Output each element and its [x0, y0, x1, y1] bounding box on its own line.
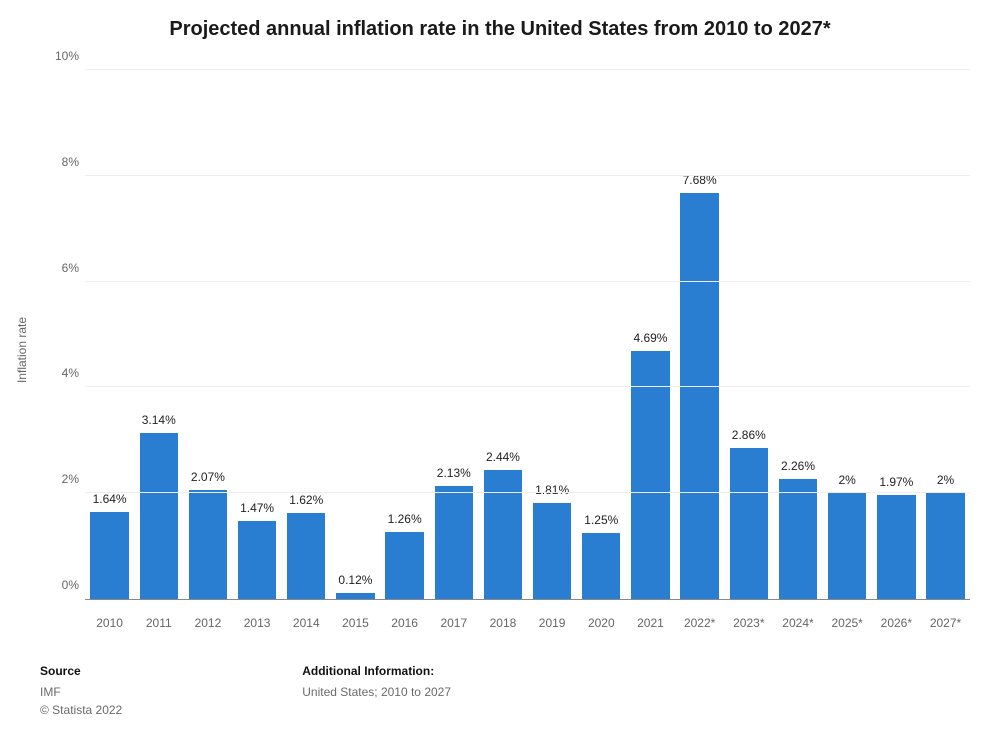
bar-rect [336, 593, 374, 599]
bar-rect [484, 470, 522, 599]
bar-rect [926, 493, 964, 599]
y-tick-label: 10% [45, 49, 79, 63]
bar-slot: 3.14% [134, 70, 183, 599]
y-axis-title: Inflation rate [15, 317, 29, 383]
x-tick-label: 2019 [528, 616, 577, 630]
y-tick-label: 6% [45, 261, 79, 275]
x-tick-label: 2025* [823, 616, 872, 630]
x-axis-labels: 2010201120122013201420152016201720182019… [85, 616, 970, 630]
bar-value-label: 1.64% [93, 492, 127, 506]
grid-line [85, 175, 970, 176]
y-tick-label: 8% [45, 155, 79, 169]
bar-value-label: 2.26% [781, 459, 815, 473]
bar-slot: 2.26% [773, 70, 822, 599]
x-tick-label: 2021 [626, 616, 675, 630]
grid-line [85, 281, 970, 282]
bar-slot: 0.12% [331, 70, 380, 599]
x-tick-label: 2018 [478, 616, 527, 630]
bar-slot: 1.26% [380, 70, 429, 599]
footer-source-col: Source IMF © Statista 2022 [40, 662, 122, 719]
footer-additional-body: United States; 2010 to 2027 [302, 683, 451, 701]
bar-value-label: 1.81% [535, 483, 569, 497]
bar-rect [140, 433, 178, 599]
bar-slot: 2.86% [724, 70, 773, 599]
grid-line [85, 69, 970, 70]
bar-rect [730, 448, 768, 599]
bar-value-label: 2.13% [437, 466, 471, 480]
chart-title: Projected annual inflation rate in the U… [0, 0, 1000, 41]
chart-area: Inflation rate 1.64%3.14%2.07%1.47%1.62%… [40, 60, 980, 640]
bar-value-label: 3.14% [142, 413, 176, 427]
bar-value-label: 1.62% [289, 493, 323, 507]
bar-rect [385, 532, 423, 599]
bar-slot: 1.25% [577, 70, 626, 599]
x-tick-label: 2015 [331, 616, 380, 630]
footer-source-head: Source [40, 662, 122, 680]
x-tick-label: 2026* [872, 616, 921, 630]
bar-slot: 2% [823, 70, 872, 599]
bar-rect [189, 490, 227, 600]
bar-value-label: 2.44% [486, 450, 520, 464]
bar-rect [877, 495, 915, 599]
bar-rect [680, 193, 718, 599]
bar-value-label: 1.97% [879, 475, 913, 489]
y-tick-label: 2% [45, 472, 79, 486]
grid-line [85, 386, 970, 387]
bar-slot: 7.68% [675, 70, 724, 599]
bar-value-label: 1.25% [584, 513, 618, 527]
bar-rect [631, 351, 669, 599]
bar-value-label: 1.47% [240, 501, 274, 515]
footer-source-body: IMF [40, 683, 122, 701]
bar-rect [582, 533, 620, 599]
bar-slot: 1.47% [233, 70, 282, 599]
bar-value-label: 2% [838, 473, 855, 487]
x-tick-label: 2017 [429, 616, 478, 630]
bar-slot: 2% [921, 70, 970, 599]
footer-additional-col: Additional Information: United States; 2… [302, 662, 451, 719]
bar-rect [238, 521, 276, 599]
bar-rect [533, 503, 571, 599]
plot-area: 1.64% 3.14% 2.07% 1.47% 1.62% 0.12% 1.26% 2.13%… [85, 70, 970, 600]
bar-slot: 2.07% [183, 70, 232, 599]
bar-value-label: 0.12% [338, 573, 372, 587]
bar-slot: 1.81% [528, 70, 577, 599]
bar-slot: 2.13% [429, 70, 478, 599]
bar-rect [90, 512, 128, 599]
x-tick-label: 2022* [675, 616, 724, 630]
bar-value-label: 1.26% [388, 512, 422, 526]
bar-value-label: 2.86% [732, 428, 766, 442]
x-tick-label: 2024* [773, 616, 822, 630]
bar-slot: 1.62% [282, 70, 331, 599]
chart-footer: Source IMF © Statista 2022 Additional In… [40, 662, 960, 719]
x-tick-label: 2010 [85, 616, 134, 630]
x-tick-label: 2023* [724, 616, 773, 630]
bar-slot: 1.64% [85, 70, 134, 599]
bar-slot: 1.97% [872, 70, 921, 599]
footer-additional-head: Additional Information: [302, 662, 451, 680]
bar-slot: 2.44% [478, 70, 527, 599]
bar-rect [287, 513, 325, 599]
x-tick-label: 2027* [921, 616, 970, 630]
x-tick-label: 2011 [134, 616, 183, 630]
x-tick-label: 2012 [183, 616, 232, 630]
x-tick-label: 2020 [577, 616, 626, 630]
y-tick-label: 4% [45, 366, 79, 380]
bar-rect [435, 486, 473, 599]
bars-container: 1.64% 3.14% 2.07% 1.47% 1.62% 0.12% 1.26% 2.13%… [85, 70, 970, 599]
footer-copyright: © Statista 2022 [40, 701, 122, 719]
y-tick-label: 0% [45, 578, 79, 592]
bar-value-label: 2.07% [191, 470, 225, 484]
x-tick-label: 2014 [282, 616, 331, 630]
bar-value-label: 2% [937, 473, 954, 487]
bar-rect [828, 493, 866, 599]
bar-rect [779, 479, 817, 599]
x-tick-label: 2016 [380, 616, 429, 630]
grid-line [85, 492, 970, 493]
bar-slot: 4.69% [626, 70, 675, 599]
bar-value-label: 4.69% [633, 331, 667, 345]
x-tick-label: 2013 [233, 616, 282, 630]
